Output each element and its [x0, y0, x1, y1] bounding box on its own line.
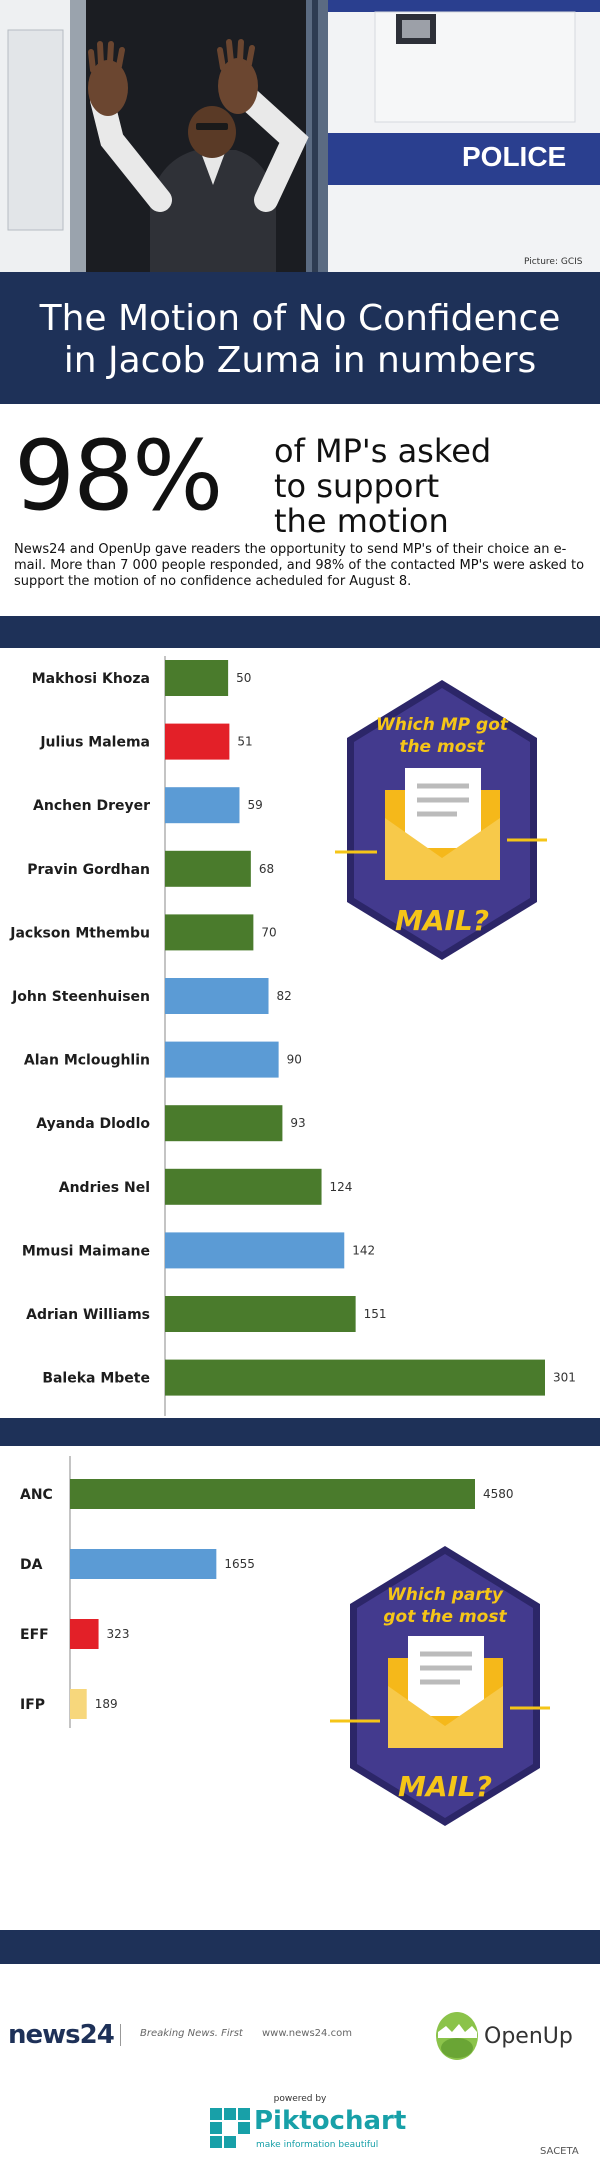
category-label: Anchen Dreyer: [33, 798, 150, 814]
stat-body-line-2: mail. More than 7 000 people responded, …: [14, 558, 585, 573]
value-label: 70: [261, 925, 276, 939]
value-label: 301: [553, 1371, 576, 1385]
person-figure: [88, 39, 309, 272]
photo-credit: Picture: GCIS: [524, 257, 583, 267]
category-label: Adrian Williams: [26, 1307, 150, 1323]
bar: [70, 1689, 87, 1719]
divider-band-3: [0, 1930, 600, 1964]
value-label: 1655: [224, 1557, 255, 1571]
badge2-line-2: got the most: [383, 1607, 507, 1627]
value-label: 142: [352, 1243, 375, 1257]
bar: [165, 1105, 283, 1142]
badge1-mail-text: MAIL?: [395, 904, 489, 937]
openup-logo-icon: [436, 2012, 478, 2060]
stat-body-line-1: News24 and OpenUp gave readers the oppor…: [14, 542, 567, 557]
bar: [165, 850, 251, 887]
stat-line-3: the motion: [274, 502, 449, 540]
category-label: EFF: [20, 1627, 49, 1643]
category-label: Makhosi Khoza: [32, 671, 150, 687]
badge2-mail-text: MAIL?: [398, 1770, 492, 1803]
stat-percentage: 98%: [14, 420, 223, 532]
news24-tagline: Breaking News. First: [140, 2028, 243, 2039]
category-label: Ayanda Dlodlo: [36, 1116, 150, 1132]
openup-logo-text: OpenUp: [484, 2024, 573, 2049]
category-label: Jackson Mthembu: [9, 925, 150, 941]
bar: [165, 1041, 279, 1078]
category-label: Alan Mcloughlin: [24, 1053, 150, 1069]
bar: [165, 723, 230, 760]
footer: news24 Breaking News. First www.news24.c…: [0, 1964, 600, 2174]
stat-line-1: of MP's asked: [274, 432, 492, 470]
bar: [165, 1232, 345, 1269]
watermark-text: SACETA: [540, 2146, 579, 2157]
category-label: Julius Malema: [39, 735, 150, 751]
hero-photo: POLICE Picture: GCIS: [0, 0, 600, 272]
party-mail-chart: ANC 4580 DA 1655 EFF 323 IFP 189 Which party go…: [20, 1456, 550, 1826]
value-label: 82: [277, 989, 292, 1003]
stat-section: 98% of MP's asked to support the motion …: [0, 404, 600, 616]
piktochart-logo-text: Piktochart: [254, 2106, 407, 2136]
hero-illustration: POLICE Picture: GCIS: [0, 0, 600, 272]
category-label: IFP: [20, 1697, 45, 1713]
value-label: 59: [247, 798, 262, 812]
bar: [165, 914, 254, 951]
police-text: POLICE: [462, 141, 566, 172]
bar: [70, 1549, 217, 1579]
value-label: 189: [95, 1697, 118, 1711]
party-chart-section: ANC 4580 DA 1655 EFF 323 IFP 189 Which party go…: [0, 1446, 600, 1930]
envelope-icon: [330, 1636, 550, 1748]
category-label: Andries Nel: [59, 1180, 150, 1196]
category-label: Mmusi Maimane: [22, 1243, 150, 1259]
value-label: 4580: [483, 1487, 514, 1501]
category-label: DA: [20, 1557, 43, 1573]
party-mail-badge: Which party got the most MAIL?: [330, 1546, 550, 1826]
value-label: 68: [259, 862, 274, 876]
value-label: 51: [237, 735, 252, 749]
category-label: John Steenhuisen: [11, 989, 150, 1005]
divider-band-2: [0, 1418, 600, 1446]
value-label: 151: [364, 1307, 387, 1321]
bar: [165, 1359, 545, 1396]
piktochart-logo-icon: [210, 2108, 250, 2148]
value-label: 124: [330, 1180, 353, 1194]
badge1-line-1: Which MP got: [376, 715, 509, 735]
value-label: 90: [287, 1053, 302, 1067]
badge2-line-1: Which party: [387, 1585, 504, 1605]
divider-band-1: [0, 616, 600, 648]
envelope-icon: [335, 768, 547, 880]
bar: [165, 787, 240, 824]
value-label: 50: [236, 671, 251, 685]
mp-chart-section: Makhosi Khoza 50 Julius Malema 51 Anchen Dre…: [0, 648, 600, 1418]
title-band: The Motion of No Confidence in Jacob Zum…: [0, 272, 600, 404]
page-title-line-2: in Jacob Zuma in numbers: [63, 340, 537, 381]
bar: [70, 1619, 99, 1649]
bar: [165, 978, 269, 1014]
stat-body-line-3: support the motion of no confidence ache…: [14, 574, 412, 589]
mp-mail-chart: Makhosi Khoza 50 Julius Malema 51 Anchen Dre…: [9, 656, 576, 1416]
stat-line-2: to support: [274, 467, 440, 505]
category-label: Pravin Gordhan: [27, 862, 150, 878]
value-label: 323: [107, 1627, 130, 1641]
bar: [165, 1168, 322, 1205]
bar: [165, 660, 229, 696]
mp-mail-badge: Which MP got the most MAIL?: [335, 680, 547, 960]
piktochart-tagline: make information beautiful: [256, 2140, 379, 2150]
bar: [165, 1296, 356, 1332]
footer-divider: [120, 2024, 121, 2046]
powered-by-text: powered by: [273, 2094, 327, 2104]
bar: [70, 1479, 475, 1509]
news24-logo: news24: [8, 2020, 115, 2050]
badge1-line-2: the most: [399, 737, 485, 757]
page-title-line-1: The Motion of No Confidence: [39, 298, 561, 339]
news24-url[interactable]: www.news24.com: [262, 2028, 352, 2039]
category-label: ANC: [20, 1487, 53, 1503]
category-label: Baleka Mbete: [42, 1371, 150, 1387]
value-label: 93: [290, 1116, 305, 1130]
